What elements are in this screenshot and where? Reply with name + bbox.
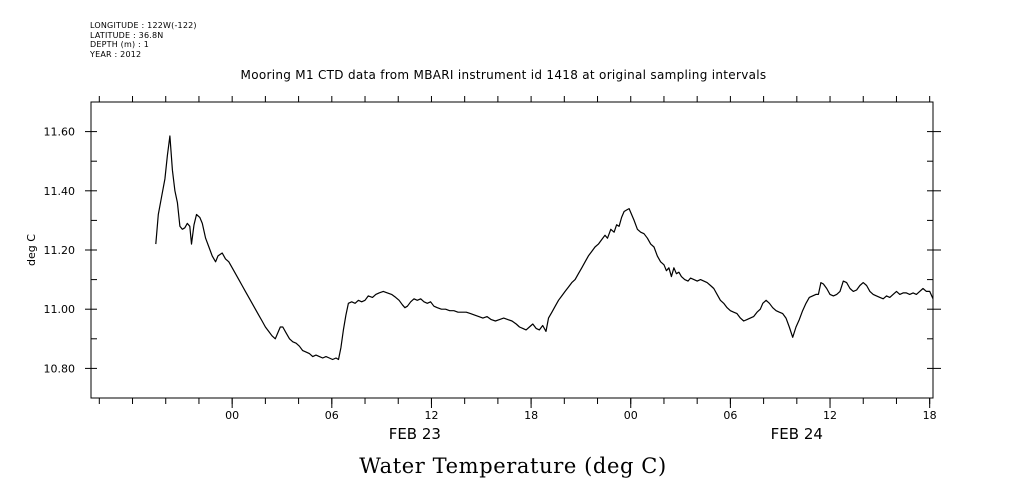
plot-frame — [90, 101, 934, 399]
y-tick-label: 11.40 — [44, 185, 76, 198]
x-tick-label: 06 — [723, 409, 737, 422]
y-tick-label: 11.60 — [44, 126, 76, 139]
date-label: FEB 24 — [771, 425, 823, 443]
x-tick-label: 12 — [823, 409, 837, 422]
x-tick-label: 00 — [624, 409, 638, 422]
y-tick-label: 11.20 — [44, 244, 76, 257]
x-tick-label: 00 — [225, 409, 239, 422]
x-tick-label: 12 — [424, 409, 438, 422]
y-axis-label: deg C — [25, 234, 38, 266]
x-tick-label: 06 — [325, 409, 339, 422]
chart-title: Mooring M1 CTD data from MBARI instrumen… — [0, 68, 1009, 82]
meta-depth: DEPTH (m) : 1 — [90, 40, 149, 49]
variable-label: Water Temperature (deg C) — [359, 454, 667, 478]
date-label: FEB 23 — [389, 425, 441, 443]
chart-metadata: LONGITUDE : 122W(-122) LATITUDE : 36.8N … — [90, 21, 197, 59]
temperature-series-line — [155, 135, 934, 361]
y-tick-label: 10.80 — [44, 362, 76, 375]
meta-longitude: LONGITUDE : 122W(-122) — [90, 21, 197, 30]
x-tick-label: 18 — [923, 409, 937, 422]
y-tick-label: 11.00 — [44, 303, 76, 316]
meta-latitude: LATITUDE : 36.8N — [90, 30, 164, 40]
meta-year: YEAR : 2012 — [90, 49, 142, 59]
chart-title-text: Mooring M1 CTD data from MBARI instrumen… — [240, 68, 767, 82]
x-tick-label: 18 — [524, 409, 538, 422]
